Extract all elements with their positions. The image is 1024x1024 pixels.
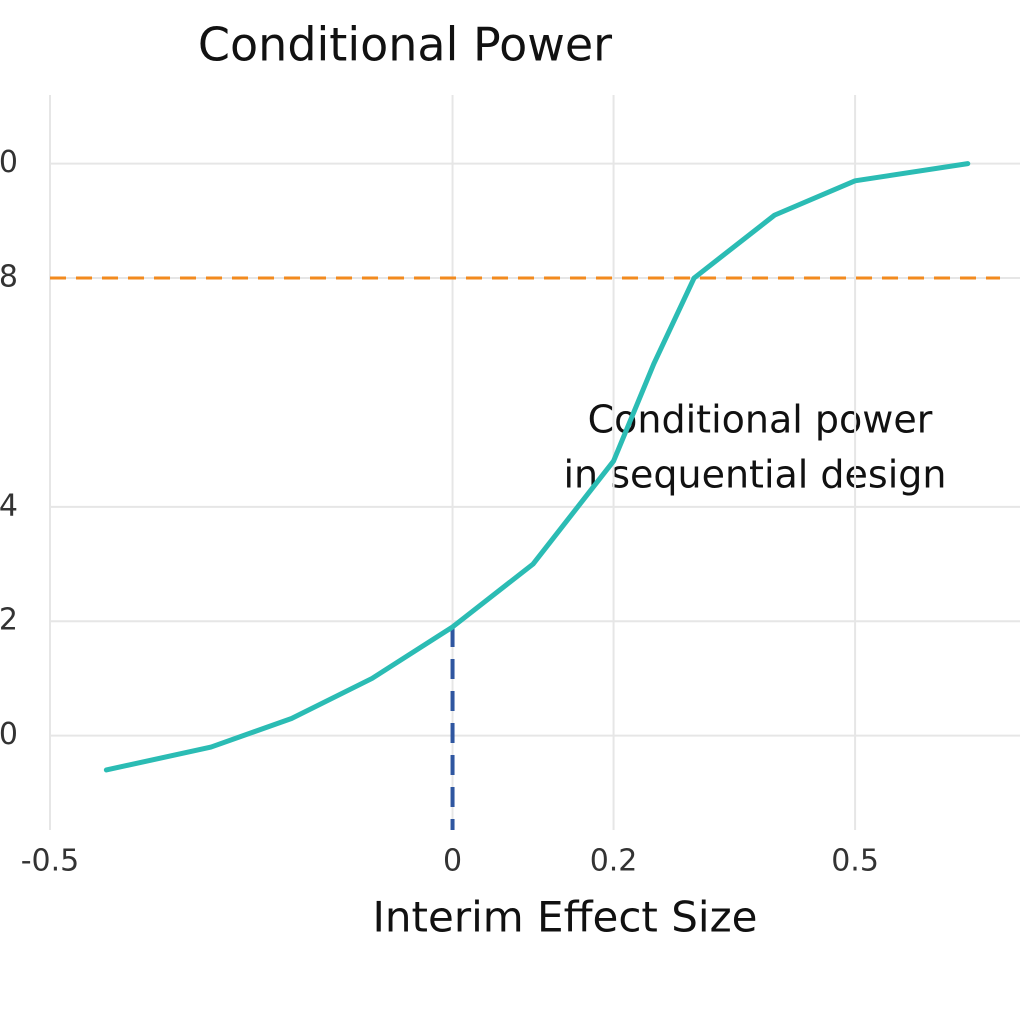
x-axis-label: Interim Effect Size (373, 893, 758, 942)
x-tick-label: -0.5 (21, 844, 80, 879)
data-line (103, 161, 971, 773)
y-tick-label: 0.2 (0, 603, 18, 638)
x-tick-label: 0 (443, 844, 462, 879)
annotation: in sequential design (563, 453, 946, 497)
y-tick-label: 0.8 (0, 260, 18, 295)
x-tick-label: 0.5 (831, 844, 879, 879)
x-tick-label: 0.2 (590, 844, 638, 879)
y-tick-label: 0.0 (0, 717, 18, 752)
y-tick-label: 0.4 (0, 488, 18, 523)
annotation: Conditional power (588, 398, 933, 442)
y-tick-label: 1.0 (0, 145, 18, 180)
chart-title: Conditional Power (198, 18, 612, 72)
